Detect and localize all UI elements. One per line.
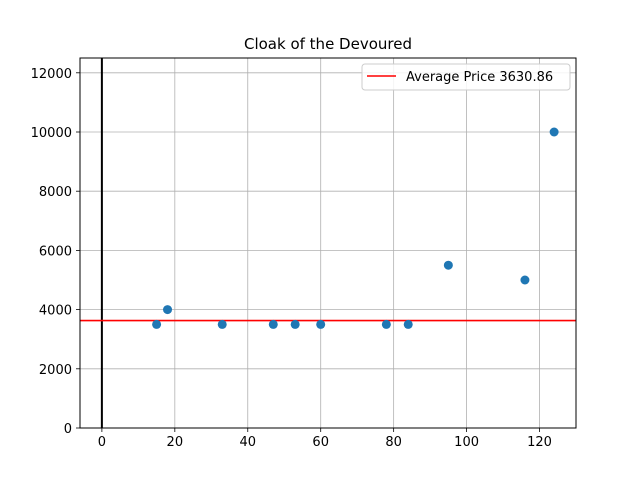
x-tick-label: 60: [312, 435, 329, 450]
y-tick-label: 10000: [31, 126, 72, 141]
y-tick-label: 4000: [39, 304, 72, 319]
scatter-point: [443, 260, 453, 270]
x-tick-label: 0: [98, 435, 106, 450]
scatter-point: [316, 319, 326, 329]
scatter-point: [268, 319, 278, 329]
scatter-point: [403, 319, 413, 329]
legend: Average Price 3630.86: [361, 63, 571, 91]
x-tick-label: 100: [454, 435, 479, 450]
scatter-point: [290, 319, 300, 329]
scatter-point: [381, 319, 391, 329]
x-tick-label: 40: [239, 435, 256, 450]
reference-lines: [80, 58, 576, 428]
y-tick-label: 6000: [39, 244, 72, 259]
axis-ticks: 0 20 40 60 80 100 120 0 2000 4000 6000 8000 10000 120…: [31, 67, 552, 450]
legend-label-average-price: Average Price 3630.86: [406, 70, 553, 85]
scatter-point: [549, 127, 559, 137]
data-points: [152, 127, 559, 329]
scatter-point: [163, 305, 173, 315]
y-tick-label: 0: [64, 422, 72, 437]
y-tick-label: 12000: [31, 67, 72, 82]
scatter-point: [520, 275, 530, 285]
chart-title: Cloak of the Devoured: [244, 35, 412, 53]
x-tick-label: 20: [167, 435, 184, 450]
scatter-point: [217, 319, 227, 329]
y-tick-label: 2000: [39, 363, 72, 378]
x-tick-label: 120: [527, 435, 552, 450]
plot-frame: [79, 57, 577, 429]
scatter-point: [152, 319, 162, 329]
y-tick-label: 8000: [39, 185, 72, 200]
x-tick-label: 80: [385, 435, 402, 450]
legend-box: [361, 63, 571, 91]
